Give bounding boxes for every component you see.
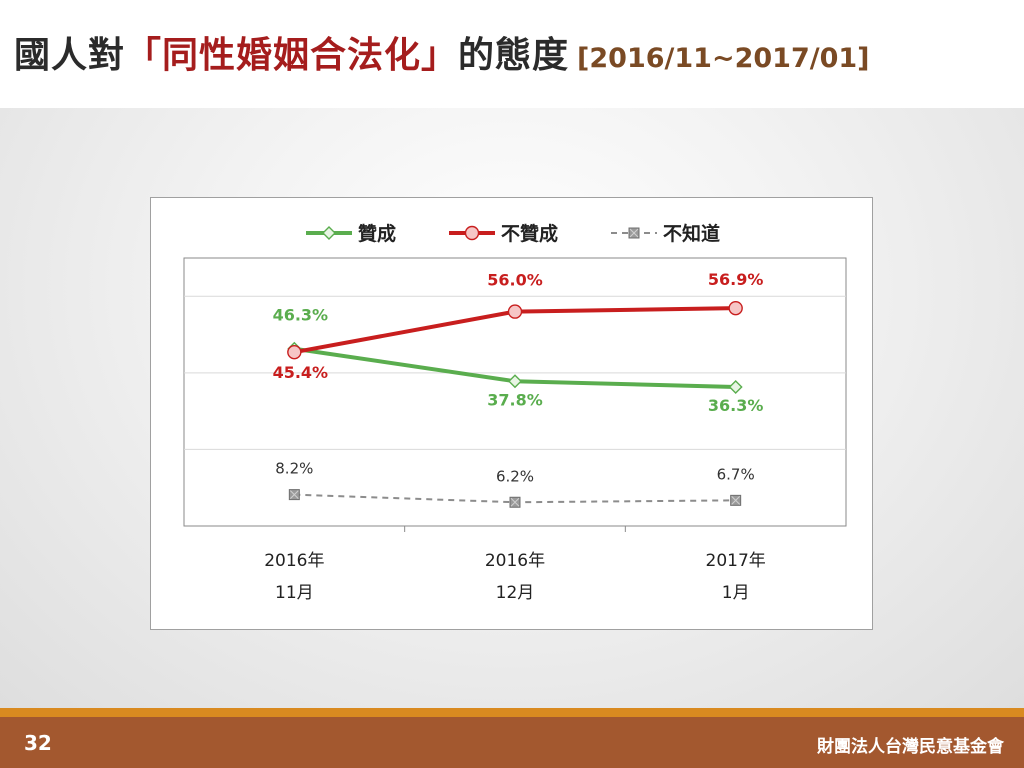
slide-footer: 32 財團法人台灣民意基金會 [0,717,1024,768]
data-label: 56.0% [487,271,543,290]
x-tick-label: 2016年 [485,551,545,571]
chart-panel: 2016年 11月 2016年 12月 2017年 1月 46.3% 37.8% 36.3% 45… [150,197,873,630]
data-label: 37.8% [487,390,543,409]
data-point [287,344,302,360]
data-point-mark [629,228,639,238]
footer-accent-strip [0,708,1024,717]
line-chart: 2016年 11月 2016年 12月 2017年 1月 46.3% 37.8% 36.3% 45… [183,222,847,603]
data-point [507,304,523,319]
x-tick-label: 1月 [722,583,750,603]
title-highlight: 「同性婚姻合法化」 [125,35,459,76]
x-tick-label: 11月 [275,583,314,603]
data-label: 56.9% [708,270,764,289]
data-point [728,380,743,395]
data-label: 36.3% [708,396,764,415]
data-label: 8.2% [275,460,313,478]
data-label: 46.3% [273,306,329,325]
organization-name: 財團法人台灣民意基金會 [817,737,1004,757]
legend-entry: 不贊成 [501,222,558,245]
title-suffix: 的態度 [458,35,570,76]
data-point-mark [289,490,299,499]
slide-header: 國人對「同性婚姻合法化」的態度 [2016/11~2017/01] [0,0,1024,108]
x-tick-label: 12月 [496,583,535,603]
legend-entry: 不知道 [663,222,720,245]
data-point-mark [731,495,741,505]
data-label: 6.7% [717,465,755,483]
slide-title: 國人對「同性婚姻合法化」的態度 [2016/11~2017/01] [14,26,870,78]
data-point [322,226,336,240]
data-point-mark [510,497,520,507]
x-tick-label: 2016年 [264,551,324,571]
data-point [464,225,480,241]
legend-entry: 贊成 [358,222,396,245]
page-number: 32 [24,731,52,755]
x-tick-label: 2017年 [706,551,766,571]
title-prefix: 國人對 [14,35,126,76]
data-point [728,300,743,316]
data-label: 6.2% [496,467,534,485]
title-date-range: [2016/11~2017/01] [577,43,870,74]
data-point [508,374,522,389]
data-label: 45.4% [273,363,329,382]
